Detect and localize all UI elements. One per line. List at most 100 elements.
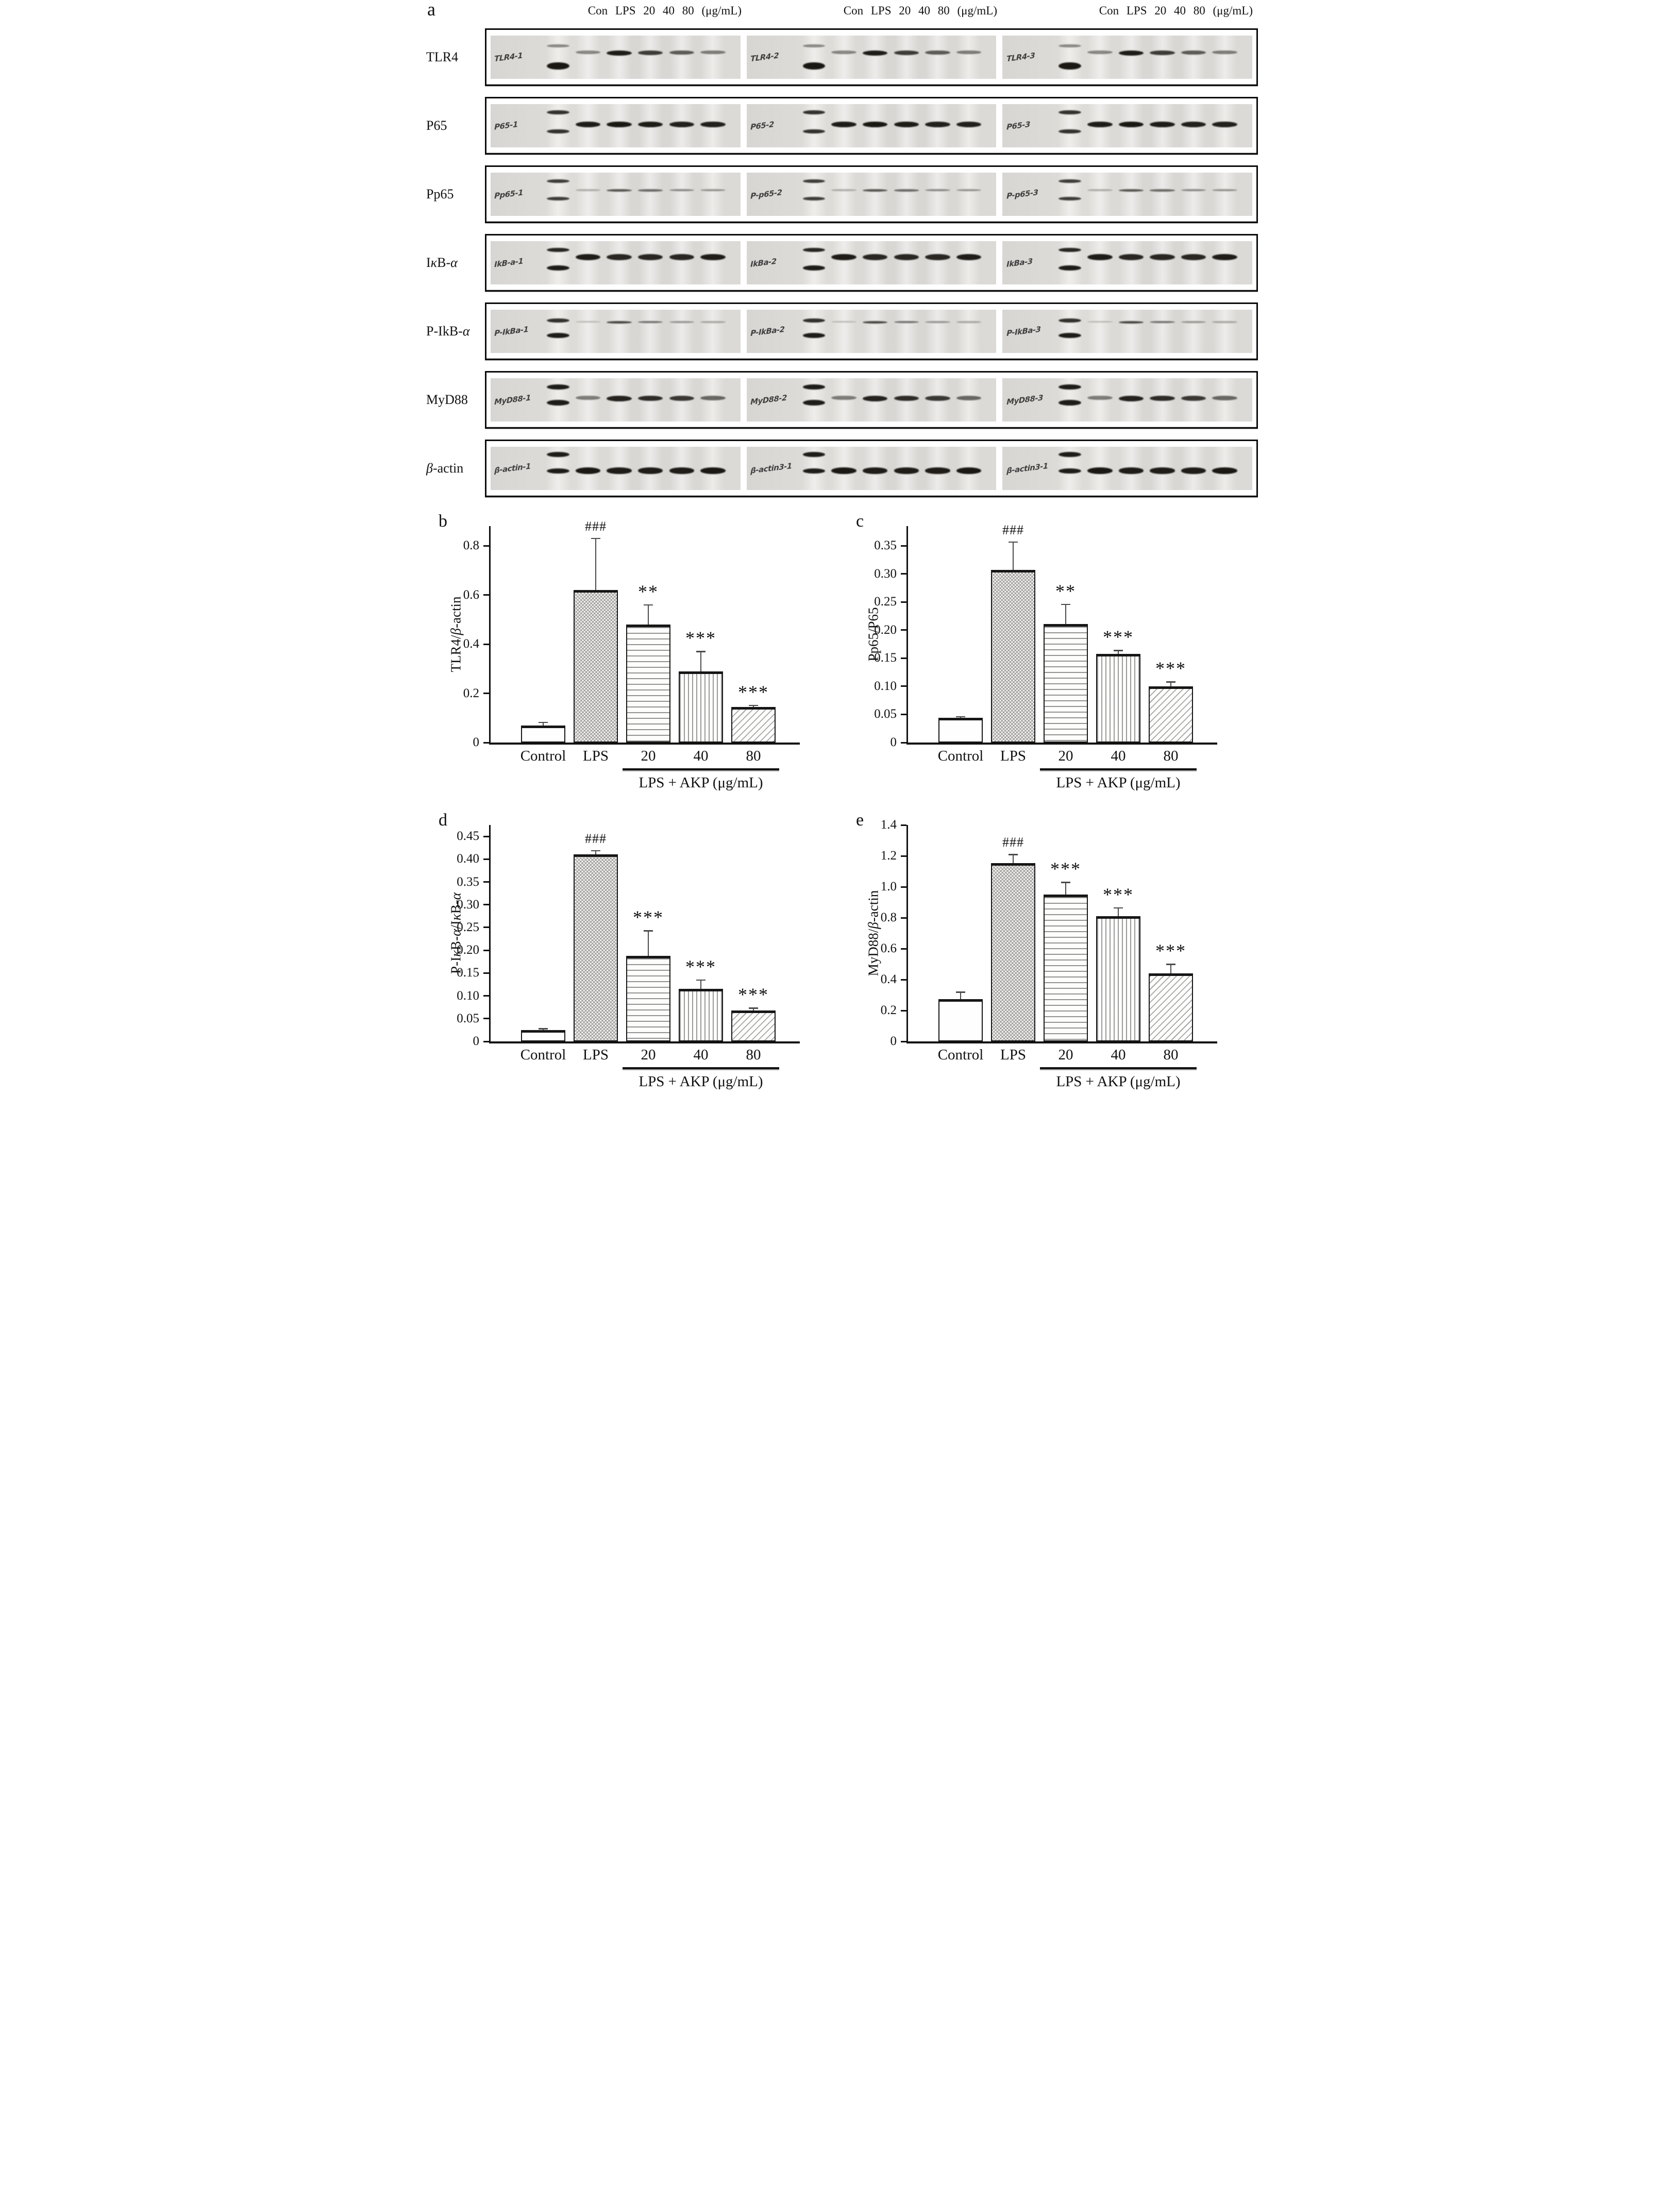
- sample-lane: [926, 310, 950, 353]
- error-bar: [1012, 854, 1014, 863]
- error-bar: [1012, 542, 1014, 570]
- error-bar-cap: [644, 930, 653, 932]
- membrane-handwritten-label: P65-2: [750, 120, 774, 132]
- x-category-label: Control: [520, 1047, 566, 1063]
- protein-band: [1118, 467, 1144, 474]
- chart-c: c Pp65/P65 0 0.05 0.10 0.15 0.20 0.25 0.30 0.35 Co…: [855, 513, 1247, 800]
- membrane-handwritten-label: TLR4-2: [750, 50, 779, 64]
- panel-letter-a: a: [427, 0, 435, 20]
- protein-band: [700, 467, 726, 474]
- dose-group-label: LPS + AKP (μg/mL): [639, 774, 763, 791]
- sample-lane: [639, 36, 663, 79]
- significance-marker: ***: [738, 984, 769, 1005]
- error-bar-cap: [1061, 603, 1070, 605]
- protein-band: [637, 50, 663, 55]
- ladder-band-top: [802, 248, 826, 252]
- significance-marker: **: [1055, 580, 1076, 601]
- blot-membrane: P65-3: [1002, 104, 1253, 147]
- error-bar-cap: [539, 1028, 548, 1030]
- ladder-band-top: [547, 248, 569, 252]
- protein-band: [863, 467, 888, 474]
- y-tick-label: 0.25: [457, 920, 479, 934]
- x-category-label: 40: [1111, 1047, 1126, 1063]
- x-category-label: 20: [1058, 1047, 1073, 1063]
- protein-band: [1150, 467, 1175, 474]
- protein-band: [669, 50, 694, 55]
- ladder-band-bottom: [1059, 333, 1081, 339]
- y-tick-mark: [483, 949, 489, 951]
- blot-box-Pp65: Pp65-1 P-p65-2 P-p65-3: [485, 165, 1258, 223]
- protein-band: [925, 121, 950, 127]
- bar-40: [1096, 916, 1140, 1041]
- sample-lane: [639, 310, 663, 353]
- error-bar-cap: [1114, 907, 1123, 908]
- plot-area: 0 0.05 0.10 0.15 0.20 0.25 0.30 0.35 Control ### L…: [874, 523, 1217, 791]
- protein-label: P65: [426, 118, 447, 133]
- ladder-lane: [546, 310, 570, 353]
- membrane-handwritten-label: IkBa-3: [1006, 256, 1033, 269]
- blot-row-MyD88: MyD88 MyD88-1 MyD88-2 MyD88-3: [422, 371, 1258, 429]
- ladder-band-top: [802, 44, 826, 47]
- protein-band: [956, 254, 982, 261]
- significance-marker: ***: [685, 628, 716, 649]
- bar-Control: [938, 999, 983, 1041]
- error-bar: [700, 980, 702, 989]
- sample-lane: [863, 173, 887, 216]
- error-bar: [700, 651, 702, 671]
- sample-lane: [701, 173, 725, 216]
- y-tick-mark: [901, 824, 906, 826]
- sample-lane: [576, 241, 600, 284]
- y-tick-mark: [901, 573, 906, 575]
- y-tick-label: 0.05: [457, 1011, 479, 1025]
- ladder-band-top: [547, 452, 569, 458]
- blot-membrane: P65-2: [746, 104, 997, 147]
- ladder-band-top: [802, 452, 826, 458]
- ladder-lane: [802, 310, 826, 353]
- y-tick-mark: [901, 657, 906, 659]
- protein-label: Pp65: [426, 187, 454, 202]
- significance-marker: ###: [585, 518, 607, 534]
- ladder-band-top: [1059, 384, 1081, 390]
- ladder-band-bottom: [547, 400, 569, 406]
- blot-membrane: P-IkBa-1: [491, 310, 741, 353]
- protein-band: [894, 50, 919, 55]
- protein-label: IκB-α: [426, 255, 458, 271]
- protein-band: [1212, 189, 1237, 191]
- protein-band: [637, 321, 663, 324]
- sample-lane: [669, 241, 694, 284]
- ladder-band-top: [547, 318, 569, 323]
- x-category-label: Control: [937, 1047, 984, 1063]
- sample-lane: [1213, 241, 1237, 284]
- error-bar: [1117, 907, 1119, 916]
- error-bar-cap: [1009, 854, 1018, 855]
- sample-lane: [957, 310, 981, 353]
- y-tick-label: 0: [473, 1034, 480, 1048]
- error-bar-cap: [1009, 541, 1018, 543]
- lane-scale-header: Con LPS 20 40 80 (μg/mL): [843, 4, 997, 17]
- significance-marker: ***: [1103, 627, 1134, 648]
- y-tick-label: 0.2: [463, 686, 479, 700]
- ladder-band-top: [1059, 179, 1081, 183]
- sample-lane: [1088, 173, 1112, 216]
- plot-area: 0 0.2 0.4 0.6 0.8 1.0 1.2 1.4 Control ### LPS *** 20…: [881, 818, 1217, 1090]
- error-bar-cap: [591, 537, 600, 540]
- protein-band: [700, 254, 726, 261]
- error-bar: [647, 931, 649, 956]
- sample-lane: [1182, 241, 1206, 284]
- dose-group-label: LPS + AKP (μg/mL): [1056, 1073, 1181, 1090]
- panel-a-western-blots: a Con LPS 20 40 80 (μg/mL) Con LPS 20 40 …: [422, 0, 1258, 497]
- ladder-band-bottom: [802, 62, 826, 70]
- ladder-band-top: [802, 179, 826, 183]
- ladder-band-bottom: [547, 129, 569, 133]
- x-category-label: Control: [937, 748, 984, 764]
- blot-membrane: P-p65-3: [1002, 173, 1253, 216]
- protein-band: [607, 50, 632, 56]
- protein-band: [956, 189, 982, 191]
- y-tick-mark: [901, 713, 906, 715]
- protein-band: [637, 121, 663, 127]
- sample-lane: [1119, 36, 1143, 79]
- sample-lane: [576, 36, 600, 79]
- bar-20: [1044, 623, 1088, 743]
- error-bar-cap: [749, 704, 758, 706]
- protein-band: [894, 121, 919, 127]
